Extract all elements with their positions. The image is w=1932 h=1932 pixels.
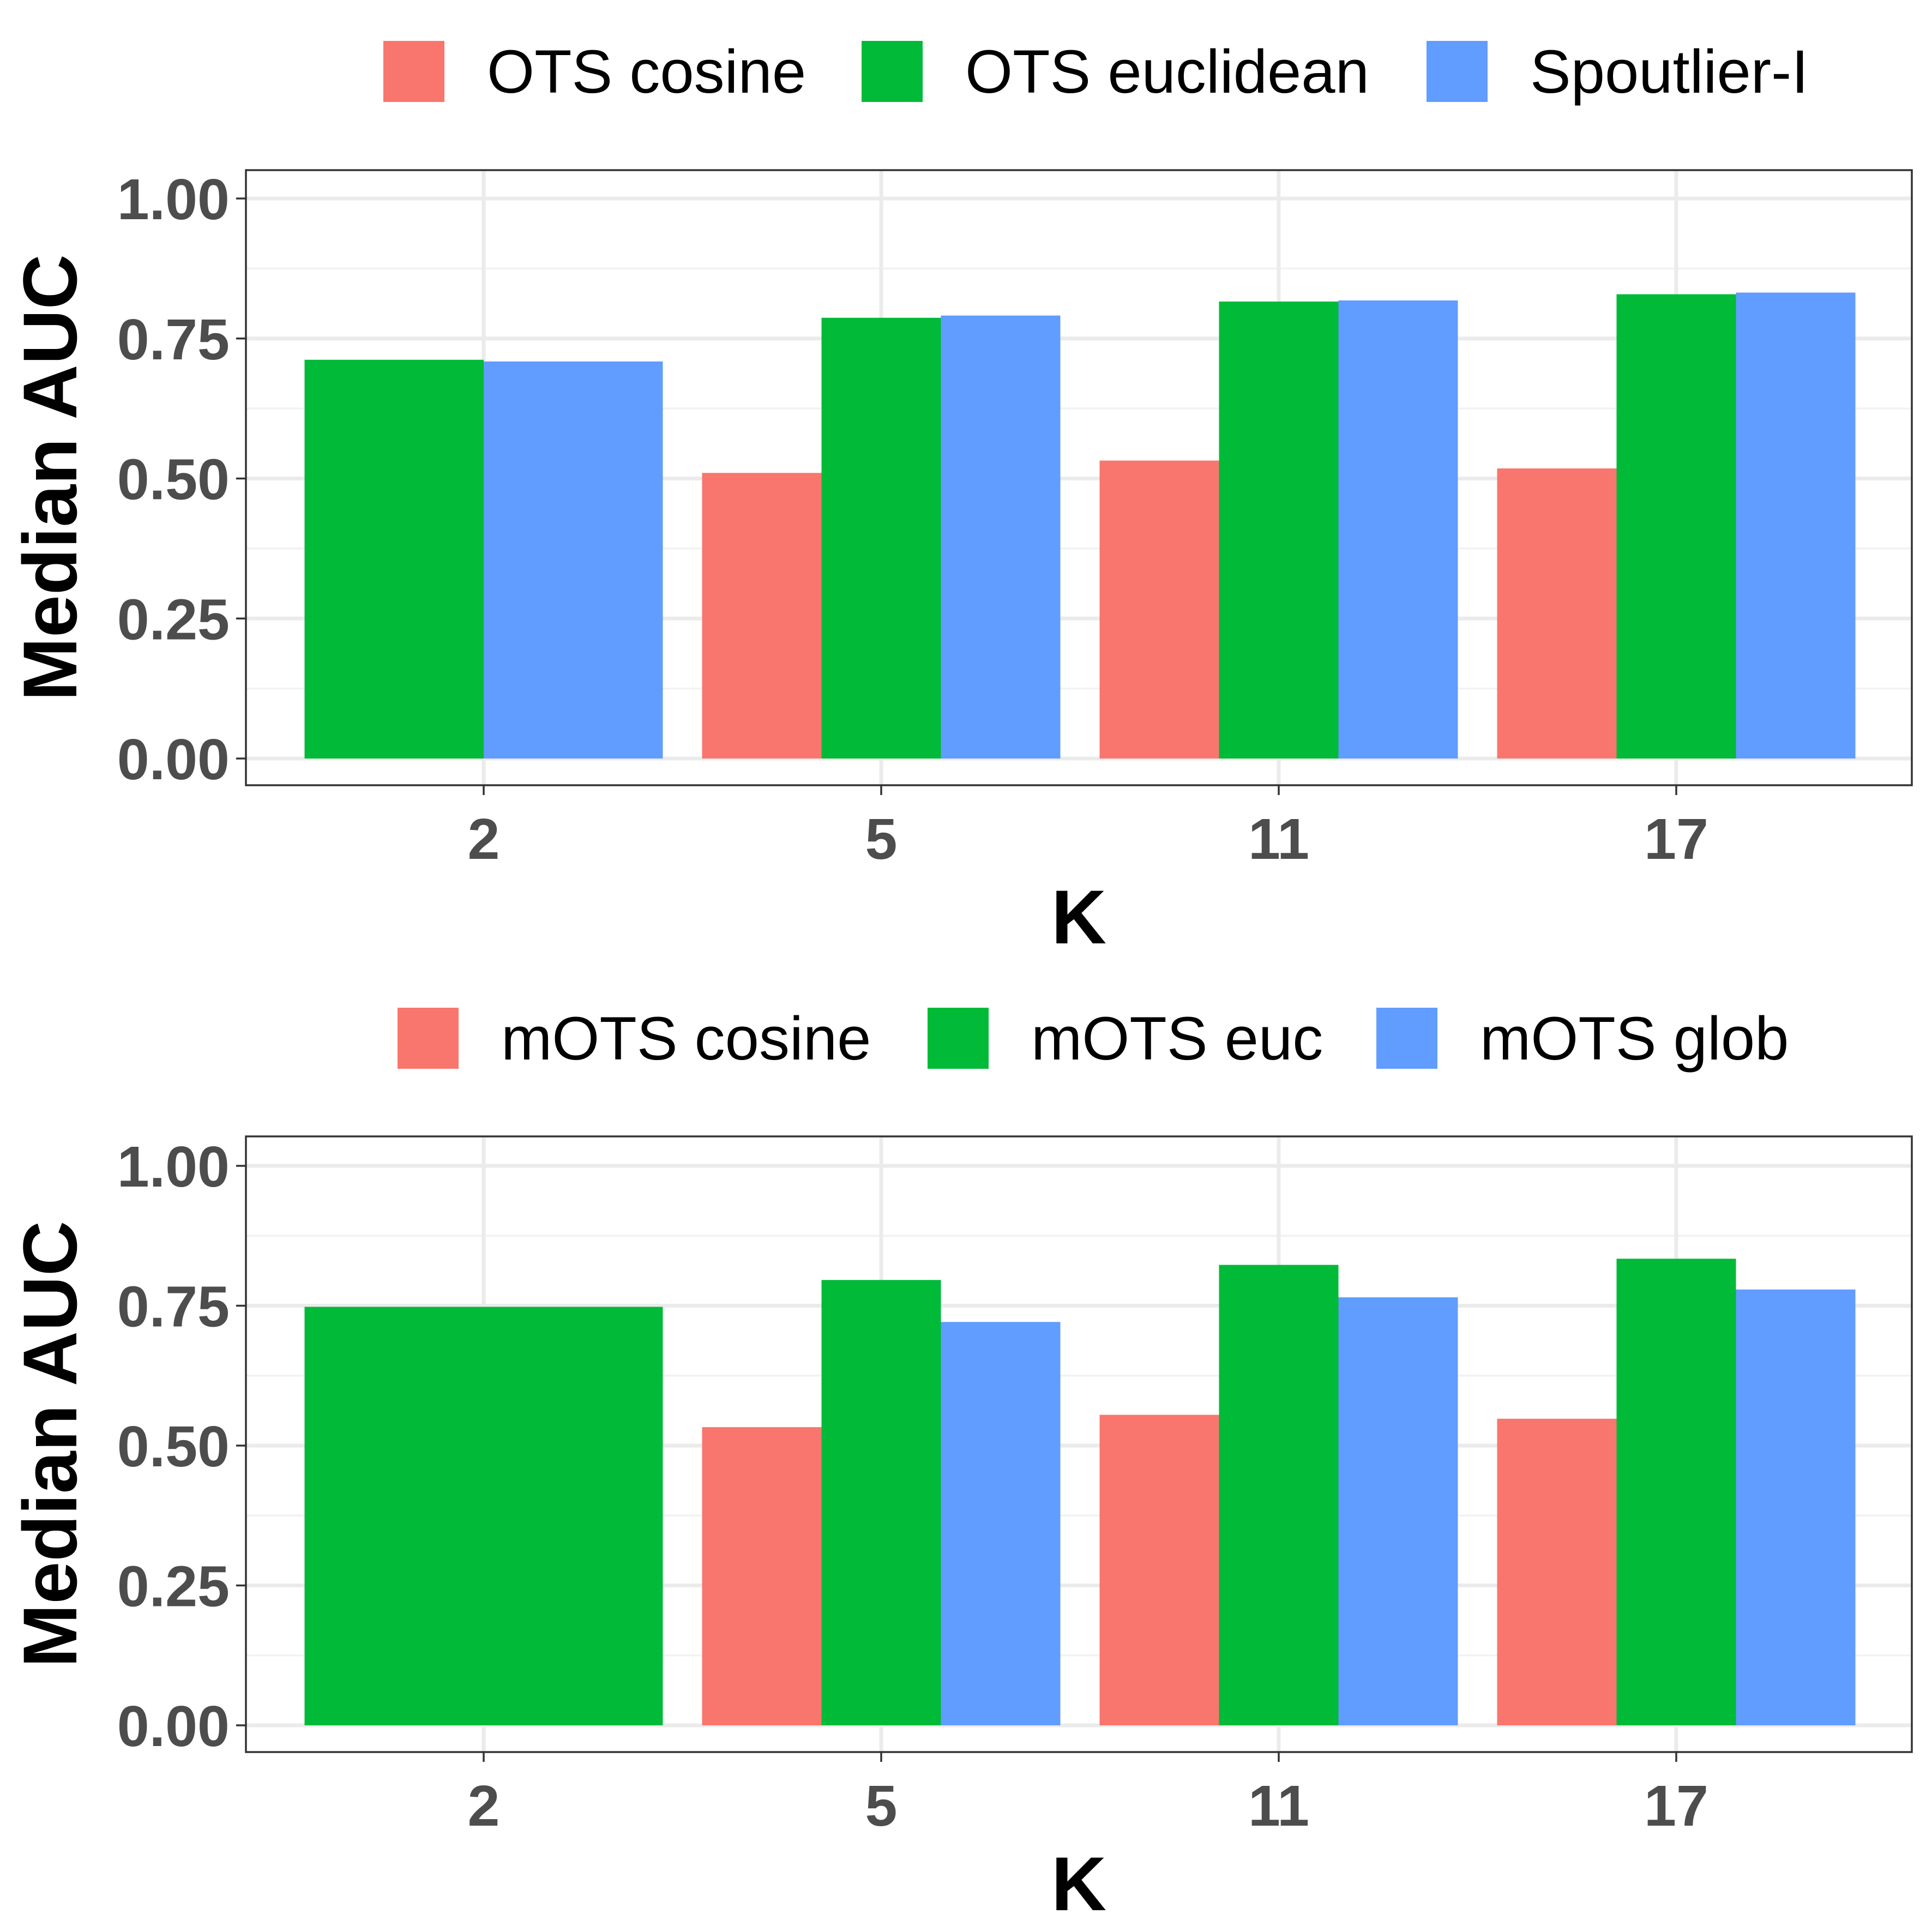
y-axis-title: Median AUC	[7, 254, 93, 701]
bar	[1219, 301, 1339, 759]
y-tick-label: 0.50	[117, 448, 230, 512]
legend-swatch	[383, 41, 444, 102]
x-tick-label: 2	[468, 807, 500, 871]
bar	[1736, 1289, 1856, 1725]
legend: mOTS cosine mOTS euc mOTS glob	[398, 1004, 1789, 1073]
x-tick-label: 11	[1248, 807, 1309, 871]
legend-swatch	[928, 1008, 989, 1069]
chart-panel-2: mOTS cosine mOTS euc mOTS glob 0.00 0.25 0.50…	[7, 1004, 1913, 1927]
x-tick-label: 2	[468, 1774, 500, 1838]
y-tick-label: 0.25	[117, 1555, 230, 1619]
legend-label: mOTS glob	[1480, 1004, 1789, 1073]
legend: OTS cosine OTS euclidean Spoutlier-I	[383, 38, 1808, 106]
bar	[1616, 1259, 1736, 1725]
bar	[1099, 1415, 1219, 1725]
x-axis-title: K	[1051, 874, 1106, 960]
legend-label: OTS cosine	[487, 38, 806, 106]
bar	[1616, 294, 1736, 759]
x-axis: 2 5 11 17	[468, 1752, 1708, 1838]
legend-label: mOTS cosine	[501, 1004, 871, 1073]
legend-swatch	[1376, 1008, 1437, 1069]
bar	[304, 359, 484, 759]
legend-swatch	[862, 41, 923, 102]
bar	[1219, 1265, 1339, 1725]
y-axis: 0.00 0.25 0.50 0.75 1.00	[117, 167, 246, 792]
bar	[304, 1307, 663, 1725]
bar	[1497, 468, 1617, 759]
x-axis-title: K	[1051, 1841, 1106, 1927]
bar	[1099, 460, 1219, 759]
y-axis-title: Median AUC	[7, 1221, 93, 1668]
y-tick-label: 0.50	[117, 1415, 230, 1479]
x-tick-label: 17	[1644, 1774, 1708, 1838]
bar	[484, 361, 663, 759]
bar	[1497, 1418, 1617, 1725]
y-tick-label: 0.25	[117, 587, 230, 652]
bars	[304, 1259, 1856, 1725]
bar	[941, 1322, 1061, 1725]
legend-label: Spoutlier-I	[1530, 38, 1808, 106]
x-tick-label: 11	[1248, 1774, 1309, 1838]
legend-swatch	[1427, 41, 1488, 102]
y-tick-label: 1.00	[117, 1135, 230, 1199]
bar	[821, 1280, 941, 1725]
bar	[702, 1427, 822, 1725]
y-tick-label: 1.00	[117, 167, 230, 232]
bar	[702, 473, 822, 759]
x-tick-label: 5	[865, 1774, 898, 1838]
y-tick-label: 0.00	[117, 727, 230, 792]
legend-label: mOTS euc	[1031, 1004, 1323, 1073]
legend-label: OTS euclidean	[965, 38, 1369, 106]
bar	[1338, 1297, 1458, 1725]
x-axis: 2 5 11 17	[468, 785, 1708, 871]
legend-swatch	[398, 1008, 459, 1069]
chart-panel-1: OTS cosine OTS euclidean Spoutlier-I0.000.…	[7, 38, 1913, 960]
y-axis: 0.00 0.25 0.50 0.75 1.00	[117, 1135, 246, 1759]
x-tick-label: 5	[865, 807, 898, 871]
plot-border	[245, 1135, 1913, 1753]
x-tick-label: 17	[1644, 807, 1708, 871]
bar	[1338, 300, 1458, 759]
y-tick-label: 0.75	[117, 308, 230, 372]
bar	[941, 315, 1061, 759]
bar	[1736, 292, 1856, 759]
bars	[304, 292, 1856, 759]
bar	[821, 317, 941, 759]
y-tick-label: 0.00	[117, 1694, 230, 1759]
y-tick-label: 0.75	[117, 1275, 230, 1339]
